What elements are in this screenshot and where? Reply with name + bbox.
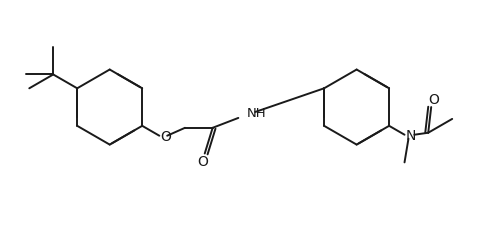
Text: O: O <box>160 129 171 143</box>
Text: O: O <box>429 93 439 107</box>
Text: NH: NH <box>247 106 267 119</box>
Text: N: N <box>405 128 416 142</box>
Text: O: O <box>197 155 208 169</box>
